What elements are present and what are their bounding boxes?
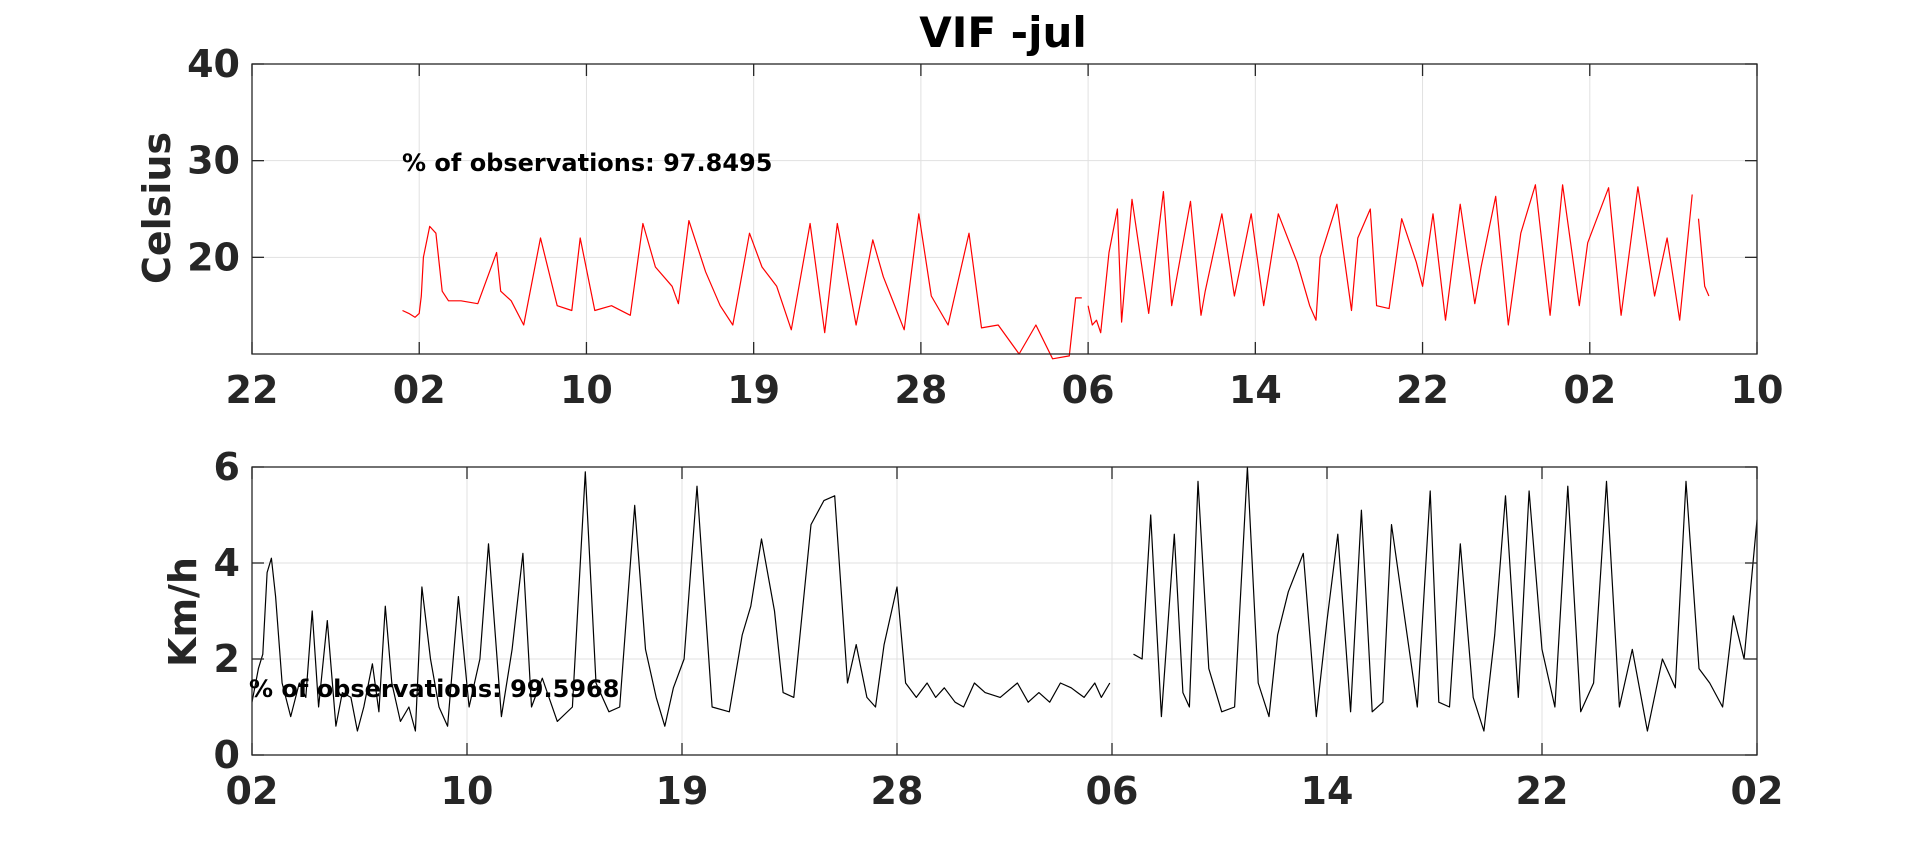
x-tick-label: 06 — [1086, 769, 1139, 813]
x-tick-label: 02 — [1731, 769, 1784, 813]
x-tick-label: 14 — [1229, 368, 1282, 412]
y-tick-label: 6 — [214, 445, 240, 489]
x-tick-label: 28 — [871, 769, 924, 813]
temperature-series — [402, 184, 1710, 360]
x-tick-label: 22 — [1516, 769, 1569, 813]
temperature-observations-note: % of observations: 97.8495 — [402, 149, 772, 177]
x-tick-label: 19 — [727, 368, 780, 412]
y-tick-label: 30 — [187, 139, 240, 183]
y-tick-label: 40 — [187, 42, 240, 86]
wind-y-axis-label: Km/h — [161, 557, 205, 667]
x-tick-label: 02 — [1563, 368, 1616, 412]
x-tick-label: 22 — [226, 368, 279, 412]
x-tick-label: 10 — [441, 769, 494, 813]
x-tick-label: 10 — [560, 368, 613, 412]
y-tick-label: 0 — [214, 733, 240, 777]
x-tick-label: 06 — [1062, 368, 1115, 412]
x-tick-label: 19 — [656, 769, 709, 813]
y-tick-label: 20 — [187, 235, 240, 279]
temperature-plot-frame — [251, 63, 1758, 355]
temperature-ticks: 22 02 10 19 28 06 14 22 02 10 20 30 40 — [187, 42, 1783, 412]
wind-series — [251, 466, 1758, 732]
wind-series-line — [1133, 466, 1758, 732]
temperature-y-axis-label: Celsius — [135, 132, 179, 284]
x-tick-label: 02 — [393, 368, 446, 412]
temp-series-line — [1087, 184, 1693, 334]
temp-series-line — [1697, 218, 1710, 297]
temp-series-line — [402, 213, 1082, 360]
y-tick-label: 2 — [214, 637, 240, 681]
wind-observations-note: % of observations: 99.5968 — [249, 675, 619, 703]
x-tick-label: 02 — [226, 769, 279, 813]
wind-plot-frame — [251, 466, 1758, 756]
x-tick-label: 10 — [1731, 368, 1784, 412]
temperature-panel: 22 02 10 19 28 06 14 22 02 10 20 30 40 Celsius % of … — [135, 42, 1783, 412]
wind-series-line — [251, 471, 1111, 732]
temperature-gridlines — [251, 63, 1758, 354]
x-tick-label: 14 — [1301, 769, 1354, 813]
x-tick-label: 22 — [1396, 368, 1449, 412]
y-tick-label: 4 — [214, 541, 240, 585]
x-tick-label: 28 — [894, 368, 947, 412]
chart-title: VIF -jul — [919, 8, 1087, 57]
